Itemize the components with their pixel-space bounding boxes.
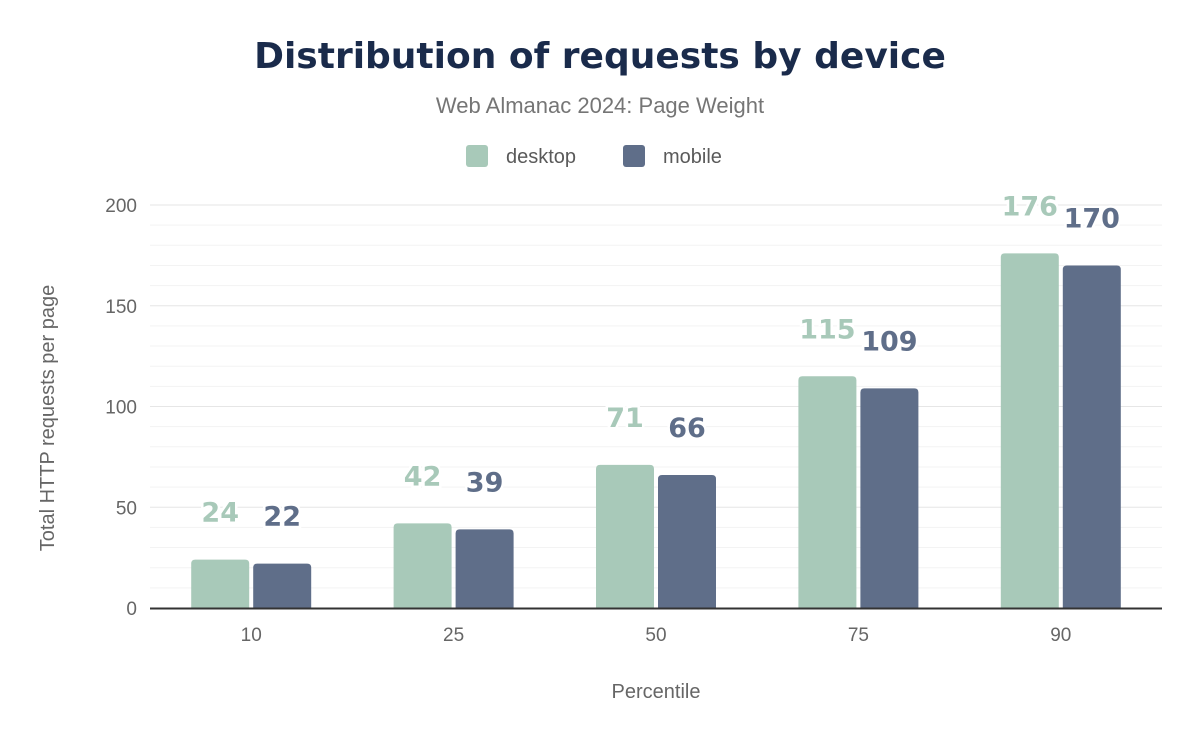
legend-swatch bbox=[466, 145, 488, 167]
legend-label: desktop bbox=[506, 146, 576, 168]
x-axis: 10 25 50 75 90 bbox=[241, 625, 1072, 646]
data-label-mobile-75: 109 bbox=[861, 326, 917, 357]
y-tick-label: 150 bbox=[105, 297, 137, 318]
legend-item-desktop[interactable]: desktop bbox=[466, 145, 576, 168]
data-label-desktop-50: 71 bbox=[606, 403, 644, 434]
x-tick-label: 75 bbox=[848, 625, 869, 646]
bar-desktop-25 bbox=[393, 523, 452, 608]
data-label-mobile-25: 39 bbox=[466, 467, 504, 498]
gridlines bbox=[150, 204, 1162, 589]
x-axis-label: Percentile bbox=[612, 681, 701, 703]
data-label-desktop-10: 24 bbox=[201, 498, 239, 529]
chart-title: Distribution of requests by device bbox=[254, 36, 946, 77]
y-tick-label: 200 bbox=[105, 196, 137, 217]
bar-desktop-90 bbox=[1000, 253, 1059, 609]
bar-desktop-10 bbox=[191, 559, 250, 608]
data-label-mobile-90: 170 bbox=[1064, 203, 1120, 234]
data-label-desktop-25: 42 bbox=[404, 461, 442, 492]
bar-mobile-50 bbox=[658, 475, 716, 608]
x-tick-label: 50 bbox=[645, 625, 666, 646]
data-label-desktop-90: 176 bbox=[1002, 191, 1058, 222]
data-label-mobile-50: 66 bbox=[668, 413, 706, 444]
bar-mobile-75 bbox=[860, 388, 919, 608]
bar-mobile-10 bbox=[253, 563, 312, 608]
x-tick-label: 90 bbox=[1050, 625, 1071, 646]
y-tick-label: 0 bbox=[126, 599, 137, 620]
x-tick-label: 25 bbox=[443, 625, 464, 646]
x-tick-label: 10 bbox=[241, 625, 262, 646]
legend: desktop mobile bbox=[466, 145, 722, 168]
y-tick-label: 50 bbox=[116, 498, 137, 519]
bars: 24 22 42 39 71 66 115 109 176 170 bbox=[191, 189, 1122, 609]
bar-mobile-25 bbox=[455, 529, 514, 608]
bar-desktop-50 bbox=[596, 464, 654, 608]
legend-swatch bbox=[623, 145, 645, 167]
y-axis: 0 50 100 150 200 bbox=[105, 196, 137, 620]
y-tick-label: 100 bbox=[105, 398, 137, 419]
data-label-mobile-10: 22 bbox=[263, 502, 301, 533]
legend-item-mobile[interactable]: mobile bbox=[623, 145, 722, 168]
data-label-desktop-75: 115 bbox=[799, 314, 855, 345]
legend-label: mobile bbox=[663, 146, 722, 168]
chart-subtitle: Web Almanac 2024: Page Weight bbox=[436, 93, 764, 118]
bar-desktop-75 bbox=[798, 376, 857, 608]
bar-mobile-90 bbox=[1062, 265, 1121, 608]
y-axis-label: Total HTTP requests per page bbox=[37, 285, 59, 551]
